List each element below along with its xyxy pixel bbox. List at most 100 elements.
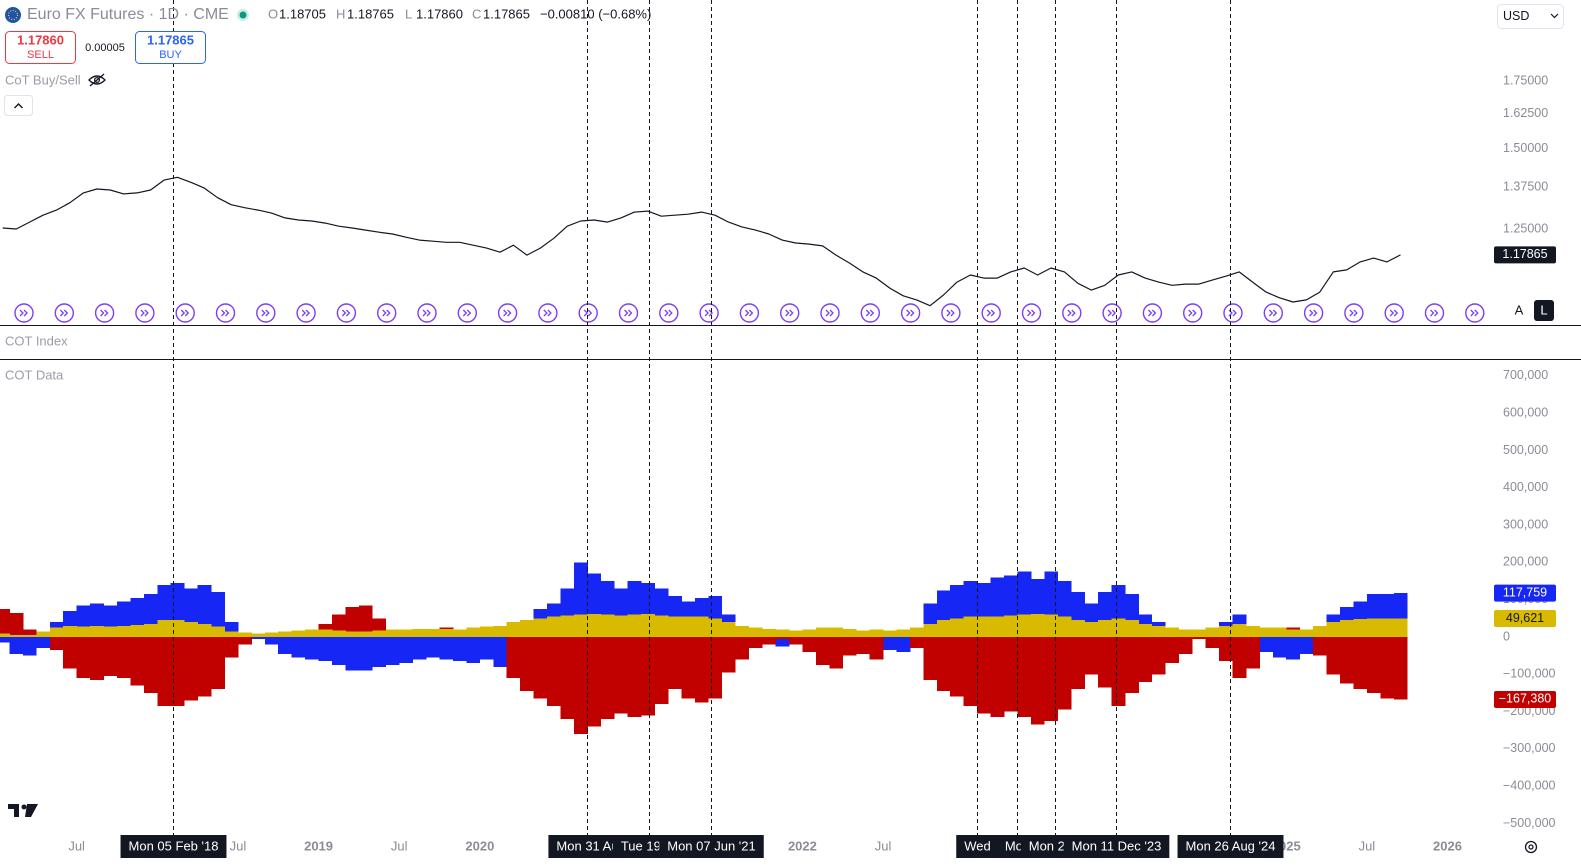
event-icon-arrow — [462, 309, 472, 317]
event-icon[interactable] — [1142, 303, 1163, 323]
event-icon[interactable] — [175, 303, 195, 323]
cot-bar — [291, 637, 306, 658]
cot-bar — [600, 637, 615, 720]
y-tick-label: 0 — [1503, 629, 1510, 643]
event-icon[interactable] — [94, 303, 115, 323]
event-icon[interactable] — [618, 303, 639, 323]
cot-bar — [426, 628, 440, 638]
cot-bar — [22, 637, 37, 656]
cot-bar — [641, 613, 655, 638]
event-icon[interactable] — [739, 303, 760, 323]
cot-bar — [372, 637, 387, 667]
event-icon[interactable] — [1344, 303, 1364, 323]
event-icon[interactable] — [820, 303, 840, 323]
grid-layer: 1.75000 1.62500 1.50000 1.37500 1.25000 700,0… — [1490, 73, 1556, 830]
event-icon-arrow — [100, 309, 109, 317]
currency-selector[interactable] — [1497, 4, 1564, 29]
event-icon[interactable] — [336, 303, 357, 323]
event-icon[interactable] — [941, 303, 961, 323]
cot-bar — [466, 637, 481, 664]
event-icon-ring — [296, 303, 316, 323]
event-icon[interactable] — [1303, 303, 1324, 323]
event-icon-ring — [94, 303, 115, 323]
marker-badge — [120, 835, 227, 858]
event-icon[interactable] — [417, 303, 437, 323]
event-icon[interactable] — [14, 303, 34, 323]
marker-badge — [548, 835, 627, 858]
cot-bar — [1151, 625, 1166, 638]
event-icon[interactable] — [1182, 303, 1203, 323]
event-icon[interactable] — [1223, 303, 1243, 323]
cot-bar — [479, 637, 494, 660]
auto-scale-button[interactable] — [1509, 300, 1529, 321]
cot-bar — [654, 615, 669, 638]
event-icon[interactable] — [1263, 303, 1284, 323]
event-icon[interactable] — [659, 303, 679, 323]
cot-bar — [237, 637, 252, 645]
event-icon[interactable] — [900, 303, 921, 323]
plot-layer: 1.17865 117,759 −167,380 49,621 — [0, 176, 1556, 734]
cot-bar — [950, 618, 965, 638]
y-tick-label: 400,000 — [1503, 480, 1548, 494]
cot-bar — [909, 637, 924, 649]
event-icon[interactable] — [578, 303, 598, 323]
event-icon-arrow — [785, 309, 794, 317]
marker-label: Wed — [964, 838, 991, 853]
cot-bar — [197, 637, 212, 697]
event-icon[interactable] — [699, 303, 719, 323]
indicator-label[interactable]: COT Data — [5, 367, 64, 382]
event-icon[interactable] — [1021, 303, 1042, 323]
symbol-title[interactable]: Euro FX Futures · 1D · CME — [27, 6, 229, 23]
event-icon[interactable] — [538, 303, 558, 323]
cot-bar — [211, 592, 225, 638]
hide-icon[interactable] — [88, 73, 106, 87]
event-icon[interactable] — [1384, 303, 1404, 323]
event-icon[interactable] — [1102, 303, 1122, 323]
cot-bar — [237, 632, 252, 638]
event-icon[interactable] — [296, 303, 316, 323]
ohlc-key: L — [405, 6, 412, 21]
event-icon[interactable] — [54, 303, 75, 323]
cot-bar — [735, 625, 750, 638]
settings-button[interactable] — [1524, 840, 1538, 854]
cot-bar — [654, 637, 669, 705]
cot-bar — [721, 637, 736, 673]
cot-bar — [520, 620, 534, 638]
cot-bar — [977, 616, 991, 638]
event-icon[interactable] — [1062, 303, 1082, 323]
event-icon[interactable] — [1465, 303, 1485, 323]
event-icon[interactable] — [256, 303, 276, 323]
event-icon[interactable] — [780, 303, 800, 323]
event-icon[interactable] — [135, 303, 155, 323]
collapse-button[interactable] — [4, 95, 33, 116]
cot-bar — [842, 628, 857, 638]
event-icon-ring — [497, 303, 518, 323]
event-icon-arrow — [382, 309, 391, 317]
event-icon[interactable] — [860, 303, 880, 323]
event-icon[interactable] — [497, 303, 518, 323]
market-status-dot — [239, 11, 247, 19]
log-scale-button[interactable] — [1534, 300, 1554, 321]
indicator-label[interactable]: CoT Buy/Sell — [5, 72, 81, 87]
cot-bar — [1205, 627, 1220, 638]
ohlc-key: O — [268, 6, 278, 21]
symbol-logo[interactable] — [5, 7, 21, 23]
cot-bar — [641, 637, 655, 716]
event-icon[interactable] — [981, 303, 1001, 323]
event-icon[interactable] — [377, 303, 397, 323]
cot-bar — [963, 616, 978, 638]
cot-bar — [1272, 637, 1287, 658]
event-icon[interactable] — [457, 303, 477, 323]
event-icon[interactable] — [1424, 303, 1445, 323]
cot-bar — [1084, 637, 1099, 675]
event-icon[interactable] — [215, 303, 236, 323]
cot-bar — [1245, 637, 1260, 669]
cot-bar — [452, 637, 467, 662]
cot-bar — [1098, 620, 1112, 638]
sell-button[interactable] — [5, 31, 76, 64]
indicator-label[interactable]: COT Index — [5, 333, 68, 348]
cot-bar — [116, 625, 131, 638]
tradingview-logo[interactable] — [8, 804, 38, 817]
event-icon-ring — [457, 303, 477, 323]
buy-button[interactable] — [135, 31, 206, 64]
